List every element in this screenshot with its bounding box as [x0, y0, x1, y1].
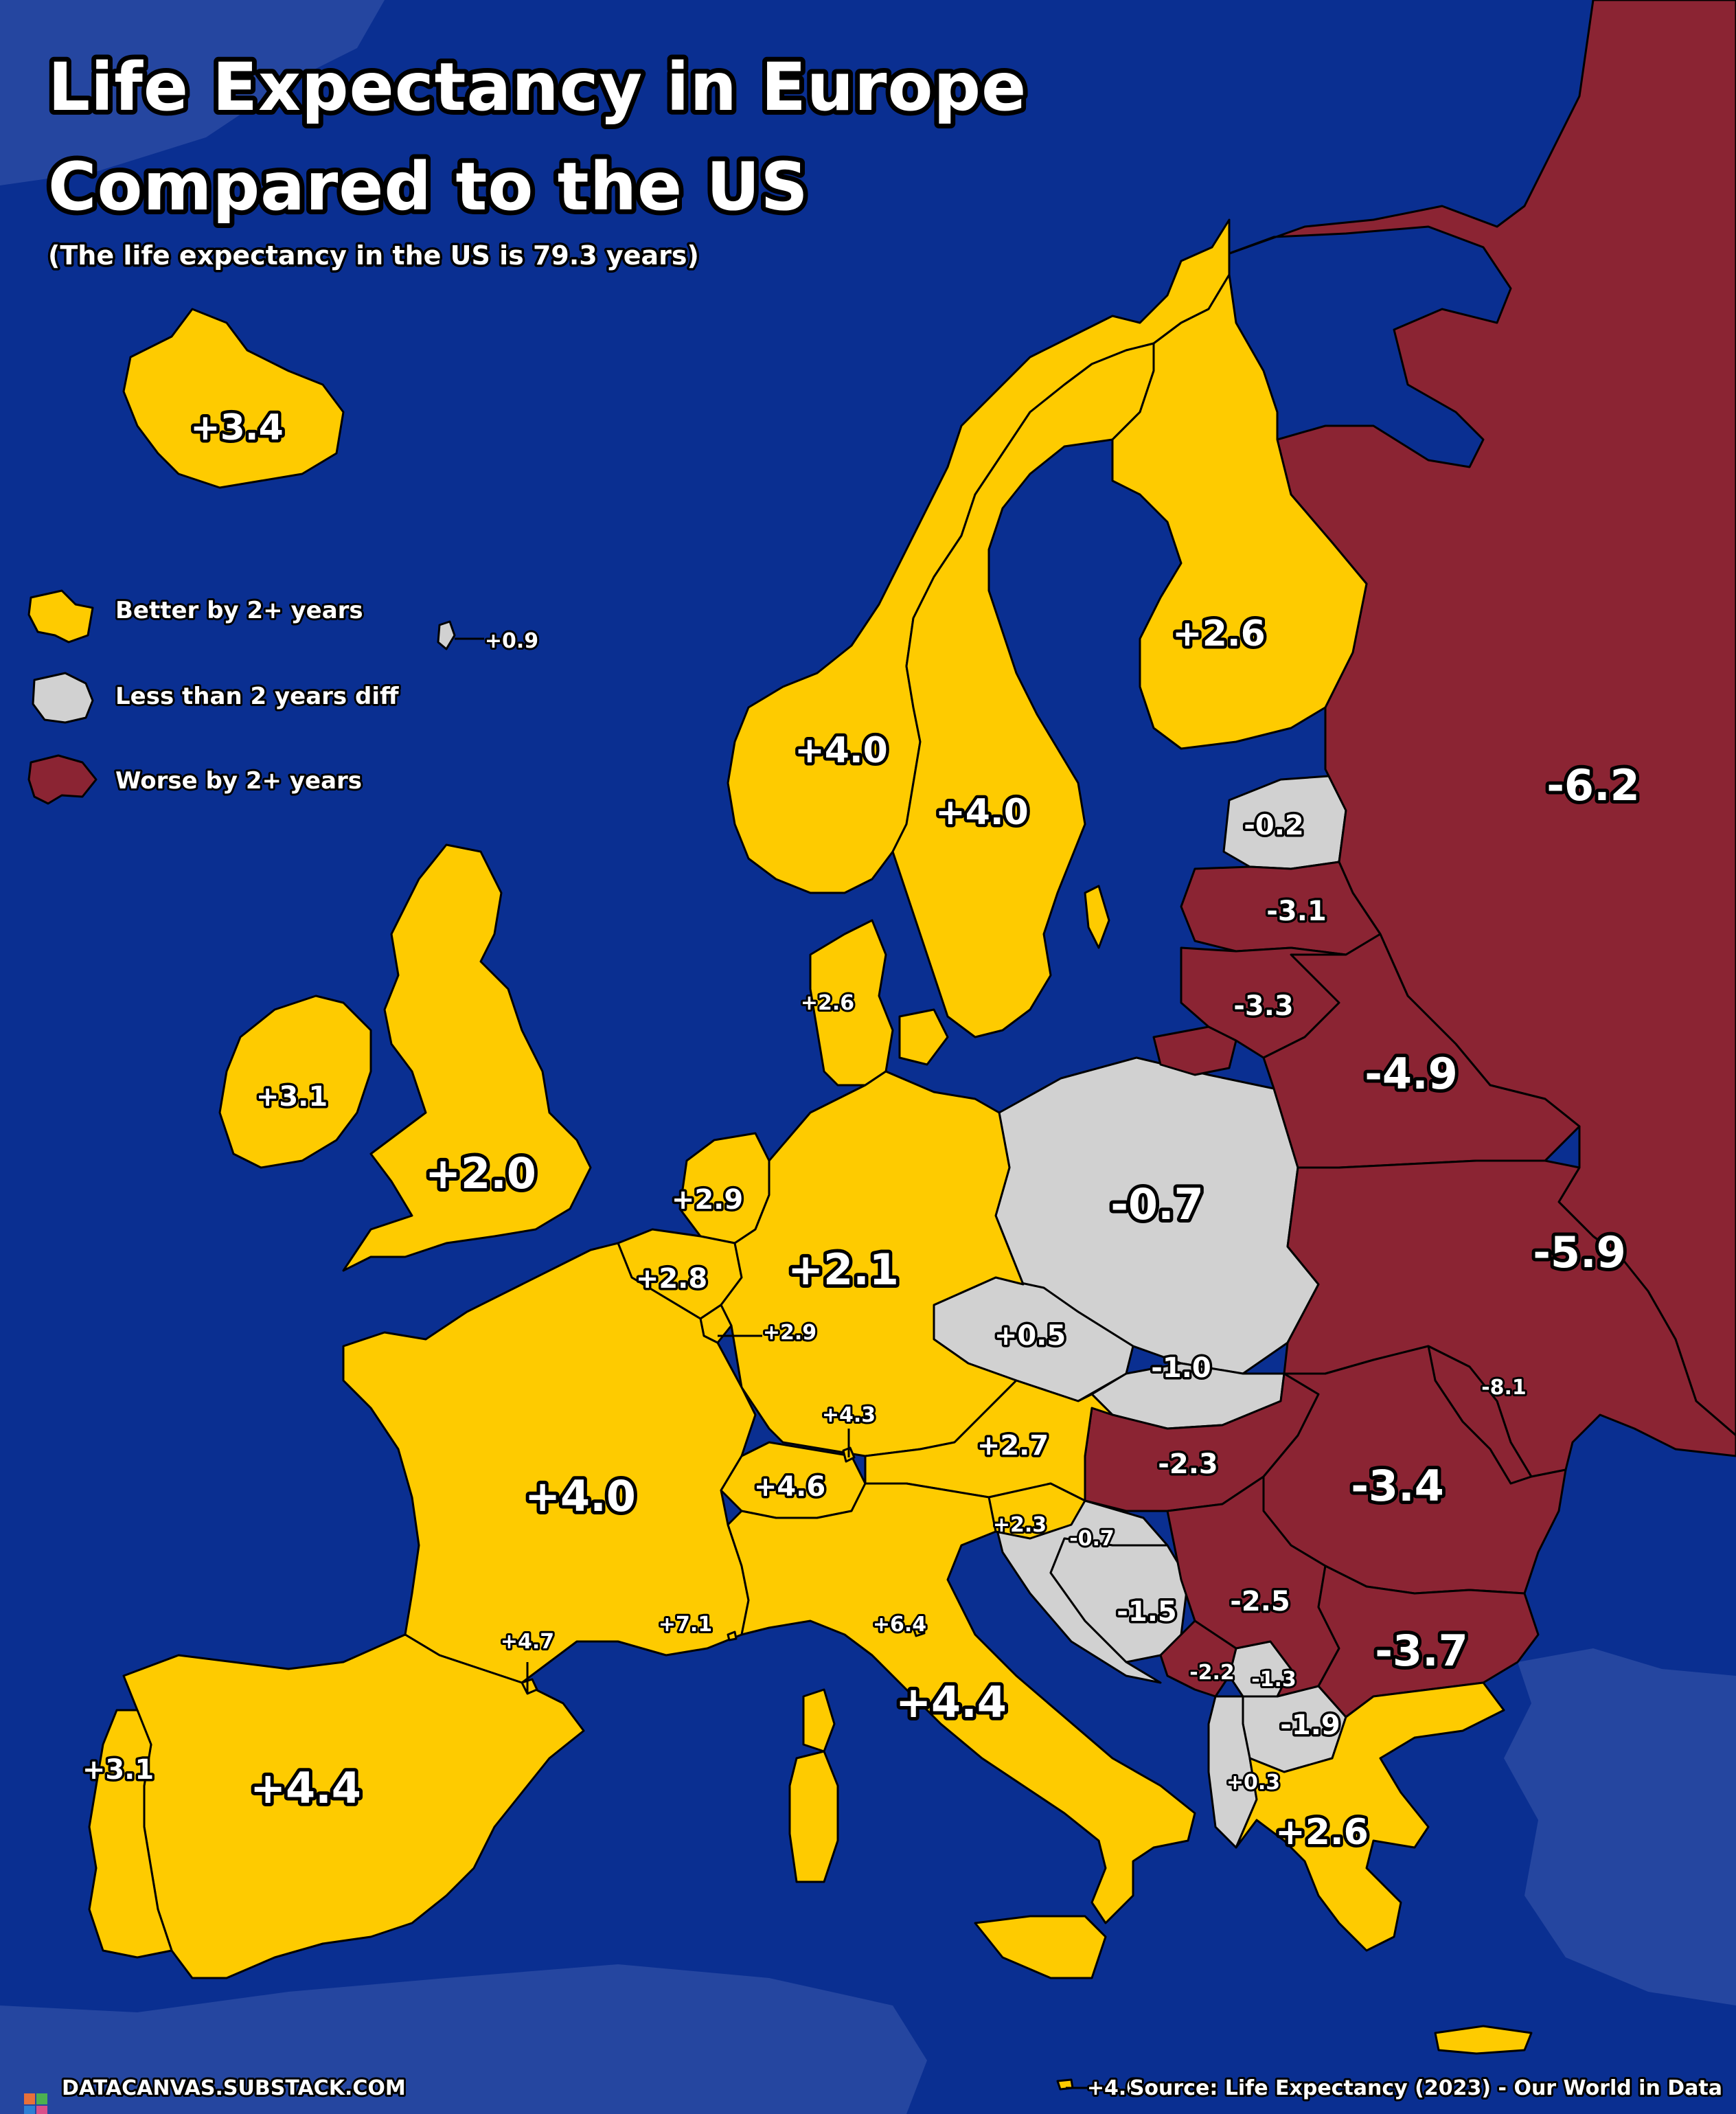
subtitle: (The life expectancy in the US is 79.3 y… [48, 240, 699, 271]
legend-swatch-similar [32, 672, 94, 724]
footer-site: DATACANVAS.SUBSTACK.COM [62, 2076, 406, 2100]
legend: Better by 2+ years Less than 2 years dif… [27, 589, 401, 805]
label-slovenia: +2.3 [993, 1513, 1047, 1537]
legend-label-better: Better by 2+ years [115, 597, 363, 624]
label-san-marino: +6.4 [873, 1613, 926, 1637]
label-romania: -3.4 [1351, 1461, 1444, 1511]
title-line-1: Life Expectancy in Europe [48, 49, 1027, 126]
label-ireland: +3.1 [256, 1081, 328, 1113]
label-slovakia: -1.0 [1151, 1352, 1211, 1384]
label-montenegro: -2.2 [1189, 1661, 1235, 1685]
label-greece: +2.6 [1275, 1812, 1369, 1853]
label-portugal: +3.1 [82, 1754, 154, 1786]
uk-shape [342, 843, 592, 1272]
label-latvia: -3.1 [1266, 896, 1326, 927]
label-denmark: +2.6 [801, 991, 854, 1015]
footer-source: Source: Life Expectancy (2023) - Our Wor… [1130, 2076, 1722, 2100]
label-bosnia: -1.5 [1117, 1596, 1176, 1628]
label-faroe: +0.9 [485, 629, 538, 653]
italy-shape [727, 1482, 1196, 1924]
montenegro-shape [1159, 1619, 1237, 1698]
label-bulgaria: -3.7 [1375, 1626, 1468, 1676]
logo-icon-tile-2 [36, 2093, 47, 2104]
label-malta: +4.0 [1087, 2076, 1141, 2100]
corsica-shape [802, 1688, 836, 1753]
label-moldova: -8.1 [1481, 1376, 1527, 1400]
logo-icon-tile-3 [24, 2106, 35, 2114]
label-croatia: -0.7 [1069, 1527, 1115, 1551]
africa-land [0, 1964, 927, 2114]
label-monaco: +7.1 [659, 1613, 712, 1637]
legend-label-similar: Less than 2 years diff [115, 683, 399, 710]
greenland-land [0, 0, 385, 185]
label-kosovo: -1.3 [1251, 1668, 1297, 1692]
faroe-shape [437, 620, 456, 650]
finland-shape [1111, 273, 1368, 750]
label-austria: +2.7 [977, 1430, 1049, 1462]
label-hungary: -2.3 [1158, 1448, 1218, 1480]
label-switzerland: +4.6 [754, 1471, 825, 1503]
greece-shape [1235, 1681, 1505, 1952]
label-uk: +2.0 [425, 1148, 536, 1198]
san-marino-shape [912, 1624, 926, 1637]
label-albania: +0.3 [1226, 1771, 1280, 1795]
logo-icon-tile-1 [24, 2093, 35, 2104]
label-norway: +4.0 [795, 730, 888, 771]
label-luxembourg: +2.9 [763, 1321, 816, 1345]
label-sweden: +4.0 [935, 792, 1029, 833]
label-belarus: -4.9 [1364, 1049, 1458, 1099]
label-belgium: +2.8 [636, 1263, 707, 1295]
denmark-zealand-shape [898, 1008, 949, 1066]
label-ukraine: -5.9 [1533, 1227, 1626, 1277]
turkey-land [1504, 1648, 1736, 2005]
footer: DATACANVAS.SUBSTACK.COM Source: Life Exp… [24, 2074, 1724, 2114]
logo-icon-tile-4 [36, 2106, 47, 2114]
label-spain: +4.4 [250, 1763, 361, 1813]
label-russia: -6.2 [1546, 760, 1640, 810]
label-finland: +2.6 [1172, 613, 1266, 655]
label-serbia: -2.5 [1230, 1586, 1290, 1617]
ireland-shape [218, 995, 372, 1169]
label-netherlands: +2.9 [672, 1184, 743, 1216]
legend-swatch-worse [27, 754, 98, 805]
label-liechtenstein: +4.3 [822, 1403, 876, 1427]
sweden-shape [891, 342, 1155, 1038]
label-north-macedonia: -1.9 [1280, 1709, 1340, 1741]
country-labels: +3.4 +0.9 +4.0 +4.0 +2.6 -6.2 -0.2 -3.1 … [80, 405, 1643, 2103]
portugal-shape [88, 1709, 173, 1959]
baltic-islands-shape [1084, 885, 1110, 949]
label-france: +4.0 [525, 1471, 636, 1521]
monaco-shape [727, 1630, 738, 1641]
label-germany: +2.1 [788, 1244, 899, 1295]
label-czechia: +0.5 [994, 1320, 1066, 1352]
label-poland: -0.7 [1110, 1179, 1204, 1229]
legend-swatch-better [27, 589, 94, 644]
leader-lines [455, 637, 1088, 2089]
sardinia-shape [788, 1750, 839, 1883]
label-andorra: +4.7 [501, 1630, 554, 1654]
label-iceland: +3.4 [190, 407, 284, 448]
label-italy: +4.4 [895, 1677, 1007, 1727]
label-lithuania: -3.3 [1233, 990, 1293, 1022]
crete-shape [1434, 2025, 1533, 2055]
andorra-shape [521, 1678, 538, 1695]
sicily-shape [974, 1915, 1107, 1979]
title-line-2: Compared to the US [48, 148, 809, 225]
label-estonia: -0.2 [1244, 810, 1303, 841]
legend-label-worse: Worse by 2+ years [115, 767, 362, 795]
iceland-shape [122, 308, 345, 489]
